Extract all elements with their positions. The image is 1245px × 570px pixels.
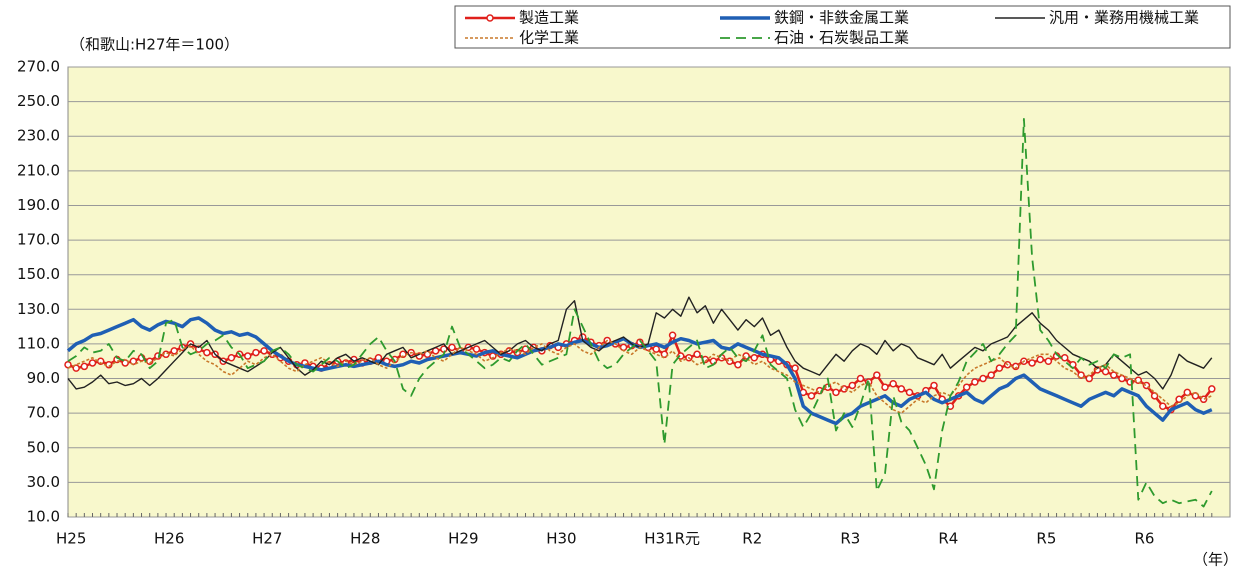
data-point — [962, 383, 971, 391]
data-point — [971, 378, 979, 386]
legend-marker — [486, 14, 494, 22]
y-tick-label: 110.0 — [17, 334, 60, 352]
x-tick-label: H26 — [154, 530, 184, 548]
x-tick-label: R2 — [742, 530, 762, 548]
x-tick-label: H31R元 — [644, 530, 700, 548]
data-point — [227, 354, 236, 362]
data-point — [930, 381, 938, 390]
y-tick-label: 230.0 — [17, 127, 60, 145]
x-tick-label: H29 — [448, 530, 478, 548]
x-tick-label: H25 — [56, 530, 86, 548]
data-point — [1060, 354, 1069, 362]
data-point — [979, 374, 987, 383]
data-point — [1036, 355, 1044, 364]
series-line — [67, 339, 1213, 414]
x-tick-label: R3 — [840, 530, 860, 548]
y-tick-label: 170.0 — [17, 231, 60, 249]
data-point — [448, 343, 456, 352]
data-point — [1028, 359, 1036, 367]
y-tick-label: 10.0 — [27, 508, 60, 526]
x-tick-label: H30 — [546, 530, 576, 548]
y-tick-label: 270.0 — [17, 58, 60, 76]
data-point — [472, 345, 481, 353]
y-tick-label: 50.0 — [27, 438, 60, 456]
data-point — [668, 331, 677, 340]
data-point — [1118, 374, 1126, 383]
data-point — [203, 348, 211, 357]
data-point — [243, 352, 252, 360]
data-point — [848, 381, 857, 390]
data-point — [170, 347, 178, 355]
data-point — [856, 374, 865, 383]
data-point — [1159, 402, 1167, 410]
x-tick-label: R5 — [1036, 530, 1056, 548]
data-point — [652, 345, 660, 353]
data-point — [252, 348, 260, 357]
legend-label: 汎用・業務用機械工業 — [1049, 9, 1199, 27]
data-point — [693, 350, 701, 359]
x-tick-label: H28 — [350, 530, 380, 548]
data-point — [995, 364, 1004, 372]
y-tick-label: 210.0 — [17, 161, 60, 179]
x-tick-label: H27 — [252, 530, 282, 548]
x-tick-label: R4 — [938, 530, 958, 548]
data-point — [791, 364, 799, 372]
y-tick-label: 130.0 — [17, 300, 60, 318]
plot-area — [67, 66, 1231, 518]
data-point — [832, 388, 840, 397]
x-tick-label: R6 — [1134, 530, 1154, 548]
subtitle: （和歌山:H27年＝100） — [70, 36, 239, 54]
legend — [454, 5, 1231, 49]
data-point — [889, 379, 897, 388]
legend-label: 鉄鋼・非鉄金属工業 — [774, 9, 909, 27]
data-point — [881, 383, 889, 391]
data-point — [260, 347, 268, 355]
x-axis-label: （年） — [1193, 551, 1238, 569]
data-point — [734, 360, 742, 369]
y-tick-label: 250.0 — [17, 92, 60, 110]
y-tick-label: 90.0 — [27, 369, 60, 387]
y-tick-label: 150.0 — [17, 265, 60, 283]
y-tick-label: 70.0 — [27, 404, 60, 422]
data-point — [80, 362, 89, 371]
data-point — [1110, 371, 1118, 379]
data-point — [619, 343, 628, 352]
legend-label: 石油・石炭製品工業 — [774, 29, 909, 47]
data-point — [750, 354, 759, 362]
data-point — [897, 385, 906, 393]
y-tick-label: 30.0 — [27, 473, 60, 491]
y-tick-label: 190.0 — [17, 196, 60, 214]
data-point — [987, 371, 995, 379]
data-point — [72, 364, 80, 372]
series-line — [67, 118, 1213, 508]
data-point — [1208, 385, 1216, 393]
data-point — [873, 371, 881, 379]
legend-label: 化学工業 — [519, 29, 579, 47]
data-point — [1044, 357, 1053, 365]
data-point — [905, 388, 914, 397]
legend-label: 製造工業 — [519, 9, 579, 27]
data-point — [807, 392, 816, 400]
data-point — [88, 359, 97, 367]
data-point — [194, 345, 203, 353]
data-point — [1101, 367, 1110, 376]
